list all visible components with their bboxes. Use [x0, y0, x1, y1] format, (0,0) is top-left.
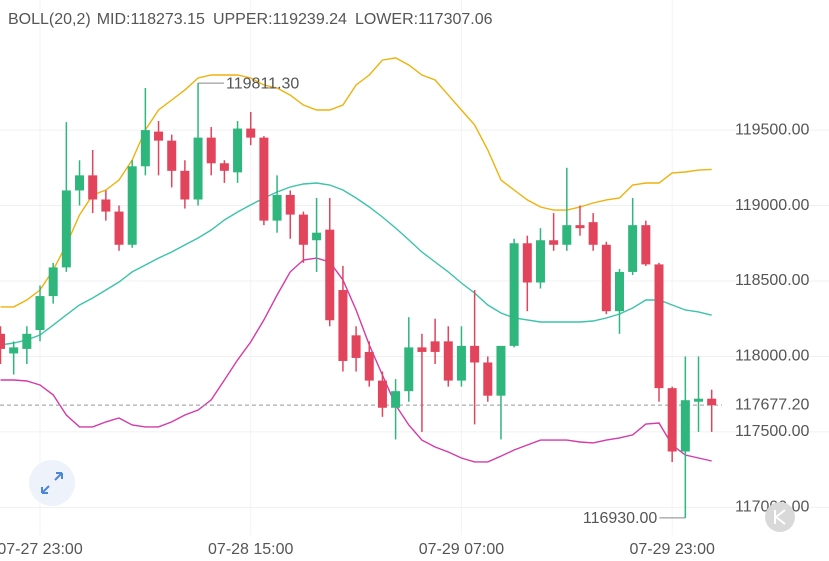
candle-body: [233, 128, 243, 173]
candle-body: [48, 267, 58, 297]
candle-body: [496, 345, 506, 396]
boll-line: [0, 57, 712, 308]
candle-body: [312, 232, 322, 241]
x-tick-label: 07-27 23:00: [0, 541, 83, 558]
candle-body: [707, 398, 717, 406]
candle-body: [417, 347, 427, 352]
candle-body: [694, 398, 704, 402]
legend-entry: LOWER:117307.06: [355, 11, 493, 28]
candle-body: [259, 137, 269, 221]
candle-body: [338, 290, 348, 361]
legend-entry: MID:118273.15: [97, 11, 205, 28]
candle-body: [404, 347, 414, 392]
k-bg[interactable]: [765, 502, 795, 532]
plot: [0, 0, 829, 535]
candle-body: [680, 400, 690, 452]
expand-bg[interactable]: [29, 460, 75, 506]
candle-body: [272, 194, 282, 221]
annotation-label: 119811.30: [226, 75, 299, 92]
candle-body: [522, 243, 532, 283]
candle-body: [140, 130, 150, 167]
candle-body: [246, 128, 256, 138]
candle-body: [364, 351, 374, 381]
candle-body: [114, 211, 124, 245]
candle-body: [285, 194, 295, 215]
y-tick-label: 119500.00: [735, 121, 810, 138]
candle-body: [628, 225, 638, 272]
candle-body: [61, 190, 71, 268]
indicator-name: BOLL(20,2): [8, 11, 91, 28]
candle-body: [641, 225, 651, 265]
candle-body: [206, 137, 216, 164]
x-tick-label: 07-29 23:00: [629, 541, 715, 558]
candle-body: [430, 341, 440, 352]
candle-body: [654, 264, 664, 389]
candle-body: [470, 345, 480, 363]
candle-body: [562, 225, 572, 245]
candle-body: [22, 333, 32, 349]
legend-entry: UPPER:119239.24: [213, 11, 347, 28]
candle-body: [298, 214, 308, 245]
boll-line: [0, 182, 712, 346]
candle-body: [75, 175, 85, 191]
candle-body: [509, 243, 519, 346]
expand-icon[interactable]: [41, 472, 63, 494]
boll-line: [0, 257, 712, 463]
k-button[interactable]: [765, 502, 795, 532]
candle-body: [35, 296, 45, 331]
candle-body: [483, 362, 493, 396]
candle-body: [0, 333, 5, 349]
candle-body: [456, 345, 466, 381]
candle-body: [588, 222, 598, 245]
k-icon[interactable]: [774, 509, 786, 525]
current-price-label: 117677.20: [735, 396, 810, 413]
candle-body: [443, 341, 453, 381]
candle-body: [535, 240, 545, 283]
y-tick-label: 118000.00: [735, 348, 810, 365]
expand-button[interactable]: [29, 460, 75, 506]
candle-body: [614, 271, 624, 312]
candle-body: [101, 199, 111, 212]
candle-body: [575, 225, 585, 229]
y-tick-label: 119000.00: [735, 197, 810, 214]
candle-body: [88, 175, 98, 200]
candle-body: [377, 380, 387, 408]
annotation-label: 116930.00: [583, 510, 658, 527]
candle-body: [549, 240, 559, 245]
candle-body: [601, 244, 611, 312]
candle-body: [180, 170, 190, 200]
candle-body: [667, 388, 677, 452]
candle-body: [154, 131, 164, 141]
candle-body: [351, 335, 361, 358]
candle-body: [9, 347, 19, 354]
candle-body: [325, 229, 335, 321]
candle-body: [167, 140, 177, 171]
candle-body: [391, 391, 401, 408]
candle-body: [193, 137, 203, 200]
x-tick-label: 07-29 07:00: [419, 541, 505, 558]
candle-body: [127, 166, 137, 245]
y-tick-label: 118500.00: [735, 272, 810, 289]
y-tick-label: 117500.00: [735, 423, 810, 440]
candle-body: [219, 163, 229, 171]
x-tick-label: 07-28 15:00: [208, 541, 294, 558]
